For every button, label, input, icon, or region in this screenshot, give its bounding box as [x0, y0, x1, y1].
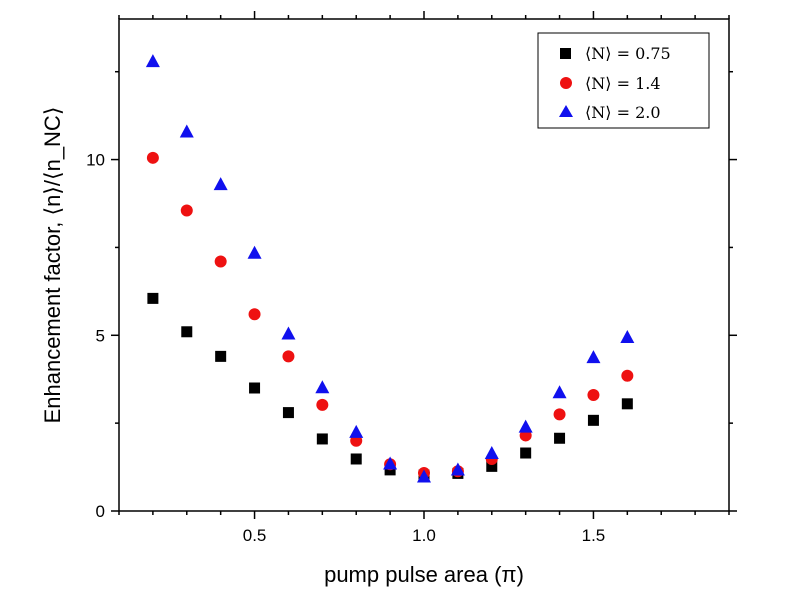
point-series-3 — [586, 350, 601, 364]
point-series-2 — [316, 398, 329, 411]
point-series-1 — [316, 433, 328, 445]
point-series-3 — [349, 424, 364, 438]
point-series-1 — [486, 460, 498, 472]
point-series-2 — [621, 369, 634, 382]
point-series-1 — [147, 292, 159, 304]
point-series-3 — [213, 177, 228, 191]
y-tick-label: 0 — [96, 502, 105, 521]
point-series-1 — [181, 326, 193, 338]
point-series-3 — [450, 462, 465, 476]
point-series-1 — [350, 453, 362, 465]
legend-label-series-3: ⟨N⟩ = 2.0 — [585, 103, 661, 122]
point-series-2 — [248, 308, 261, 321]
point-series-1 — [249, 382, 261, 394]
point-series-1 — [282, 407, 294, 419]
point-series-3 — [484, 446, 499, 460]
point-series-2 — [587, 389, 600, 402]
legend-marker-triangle — [559, 105, 573, 117]
point-series-2 — [282, 350, 295, 363]
x-axis-title: pump pulse area (π) — [324, 562, 524, 587]
point-series-3 — [315, 380, 330, 394]
point-series-3 — [552, 385, 567, 399]
point-series-2 — [180, 204, 193, 217]
y-tick-label: 10 — [86, 151, 105, 170]
point-series-3 — [145, 54, 160, 68]
point-series-1 — [587, 414, 599, 426]
point-series-3 — [383, 456, 398, 470]
point-series-3 — [518, 419, 533, 433]
legend-label-series-1: ⟨N⟩ = 0.75 — [585, 44, 671, 63]
point-series-3 — [620, 330, 635, 344]
point-series-1 — [215, 350, 227, 362]
point-series-2 — [553, 408, 566, 421]
x-tick-label: 1.0 — [412, 526, 436, 545]
point-series-3 — [417, 469, 431, 483]
point-series-2 — [146, 151, 159, 164]
legend-label-series-2: ⟨N⟩ = 1.4 — [585, 74, 661, 93]
legend-marker-square — [560, 48, 571, 59]
x-tick-label: 1.5 — [582, 526, 606, 545]
data-points — [145, 54, 635, 483]
point-series-3 — [179, 124, 194, 138]
legend-marker-circle — [560, 77, 572, 89]
legend: ⟨N⟩ = 0.75 ⟨N⟩ = 1.4 ⟨N⟩ = 2.0 — [537, 32, 710, 129]
y-axis-title: Enhancement factor, ⟨n⟩/⟨n_NC⟩ — [40, 107, 65, 424]
point-series-2 — [214, 255, 227, 268]
point-series-3 — [281, 326, 296, 340]
point-series-1 — [520, 447, 532, 459]
x-tick-label: 0.5 — [243, 526, 267, 545]
x-axis-ticks: 0.5 1.0 1.5 — [118, 11, 730, 545]
y-tick-label: 5 — [96, 326, 105, 345]
point-series-1 — [554, 432, 566, 444]
point-series-1 — [621, 398, 633, 410]
point-series-3 — [247, 245, 262, 259]
y-axis-ticks: 0 5 10 — [86, 70, 737, 521]
